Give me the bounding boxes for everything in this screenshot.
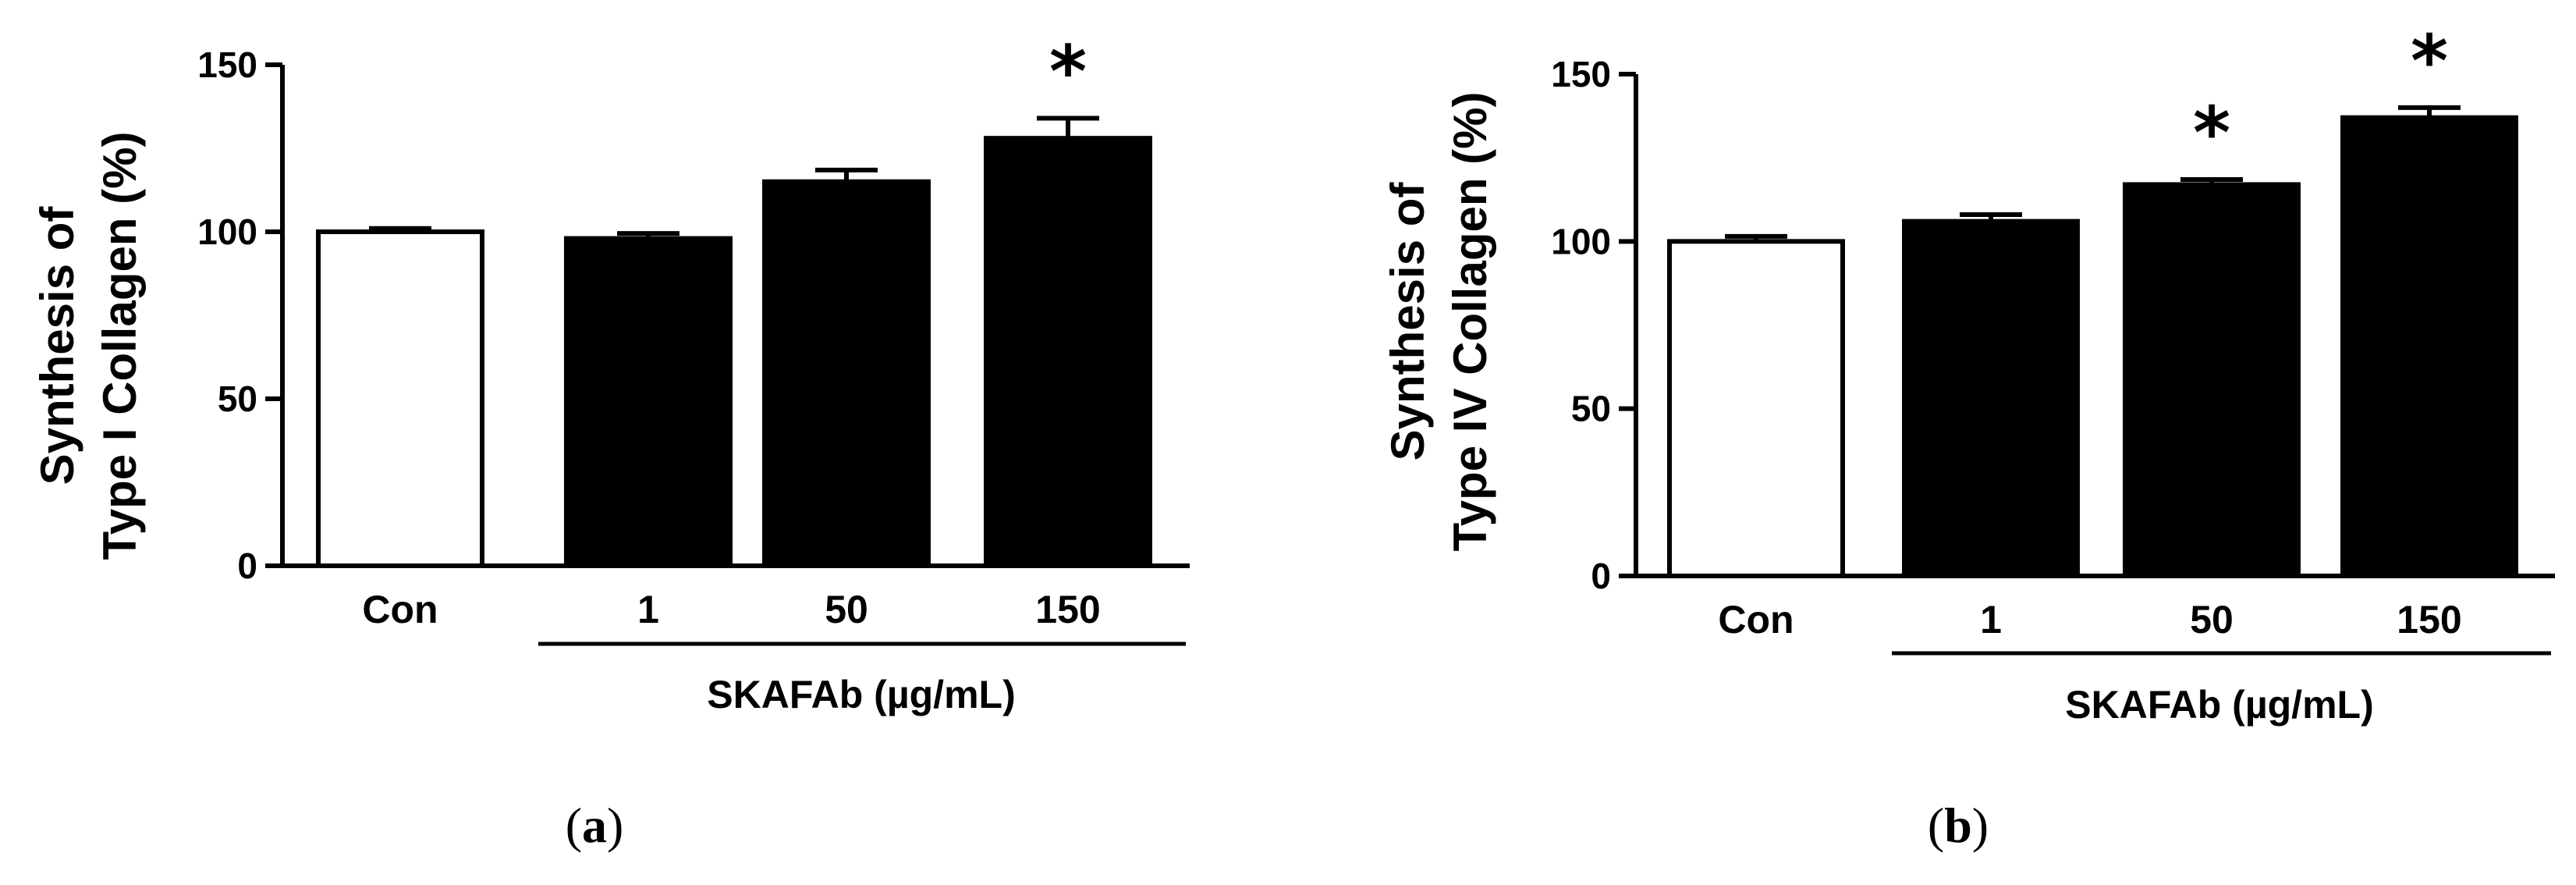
x-tick-label-b-3: 150 bbox=[2397, 598, 2461, 642]
x-tick-label-b-1: 1 bbox=[1980, 598, 2002, 642]
y-axis-b: 0 50 100 150 bbox=[1551, 54, 1638, 596]
y-tick-label-b-2: 100 bbox=[1551, 221, 1611, 261]
y-axis-a: 0 50 100 150 bbox=[197, 44, 285, 586]
x-axis-b: Con 1 50 150 bbox=[1634, 574, 2555, 642]
bars-b: ** bbox=[1667, 20, 2518, 579]
y-tick-label-a-2: 100 bbox=[197, 211, 257, 252]
x-tick-label-a-0: Con bbox=[362, 588, 438, 631]
x-tick-label-a-2: 50 bbox=[825, 588, 868, 631]
chart-panel-a: Synthesis of Type I Collagen (%) * 05010… bbox=[31, 30, 1190, 853]
panel-label-b: (b) bbox=[1928, 798, 1989, 853]
significance-star-a-3: * bbox=[1049, 30, 1087, 113]
y-tick-label-b-1: 50 bbox=[1571, 389, 1611, 429]
significance-star-b-3: * bbox=[2411, 20, 2448, 103]
bar-b-3 bbox=[2340, 115, 2518, 578]
x-tick-label-a-3: 150 bbox=[1035, 588, 1100, 631]
significance-star-b-2: * bbox=[2193, 91, 2230, 175]
panel-label-a: (a) bbox=[566, 798, 624, 853]
bar-a-0 bbox=[316, 229, 484, 568]
bar-b-2 bbox=[2123, 182, 2301, 579]
chart-panel-b: Synthesis of Type IV Collagen (%) ** 050… bbox=[1382, 20, 2555, 853]
y-axis-title-line1-a: Synthesis of bbox=[31, 206, 83, 485]
x-axis-a: Con 1 50 150 bbox=[280, 563, 1190, 631]
bar-a-3 bbox=[984, 136, 1152, 569]
bar-b-0 bbox=[1667, 239, 1845, 578]
y-axis-title-line2-b: Type IV Collagen (%) bbox=[1444, 92, 1496, 552]
bars-a: * bbox=[316, 30, 1152, 569]
y-axis-title-line2-a: Type I Collagen (%) bbox=[94, 132, 146, 560]
y-tick-label-a-0: 0 bbox=[237, 546, 257, 586]
y-tick-label-b-3: 150 bbox=[1551, 54, 1611, 94]
y-tick-label-a-1: 50 bbox=[218, 379, 257, 419]
x-tick-label-b-2: 50 bbox=[2190, 598, 2234, 642]
y-tick-label-a-3: 150 bbox=[197, 44, 257, 85]
x-tick-label-a-1: 1 bbox=[637, 588, 659, 631]
x-tick-label-b-0: Con bbox=[1718, 598, 1794, 642]
group-label-a: SKAFAb (µg/mL) bbox=[707, 673, 1015, 716]
y-axis-title-line1-b: Synthesis of bbox=[1382, 182, 1434, 461]
bar-a-2 bbox=[762, 179, 931, 569]
y-tick-label-b-0: 0 bbox=[1591, 556, 1611, 596]
bar-a-1 bbox=[564, 236, 733, 568]
bar-b-1 bbox=[1902, 219, 2080, 578]
group-label-b: SKAFAb (µg/mL) bbox=[2065, 683, 2373, 727]
